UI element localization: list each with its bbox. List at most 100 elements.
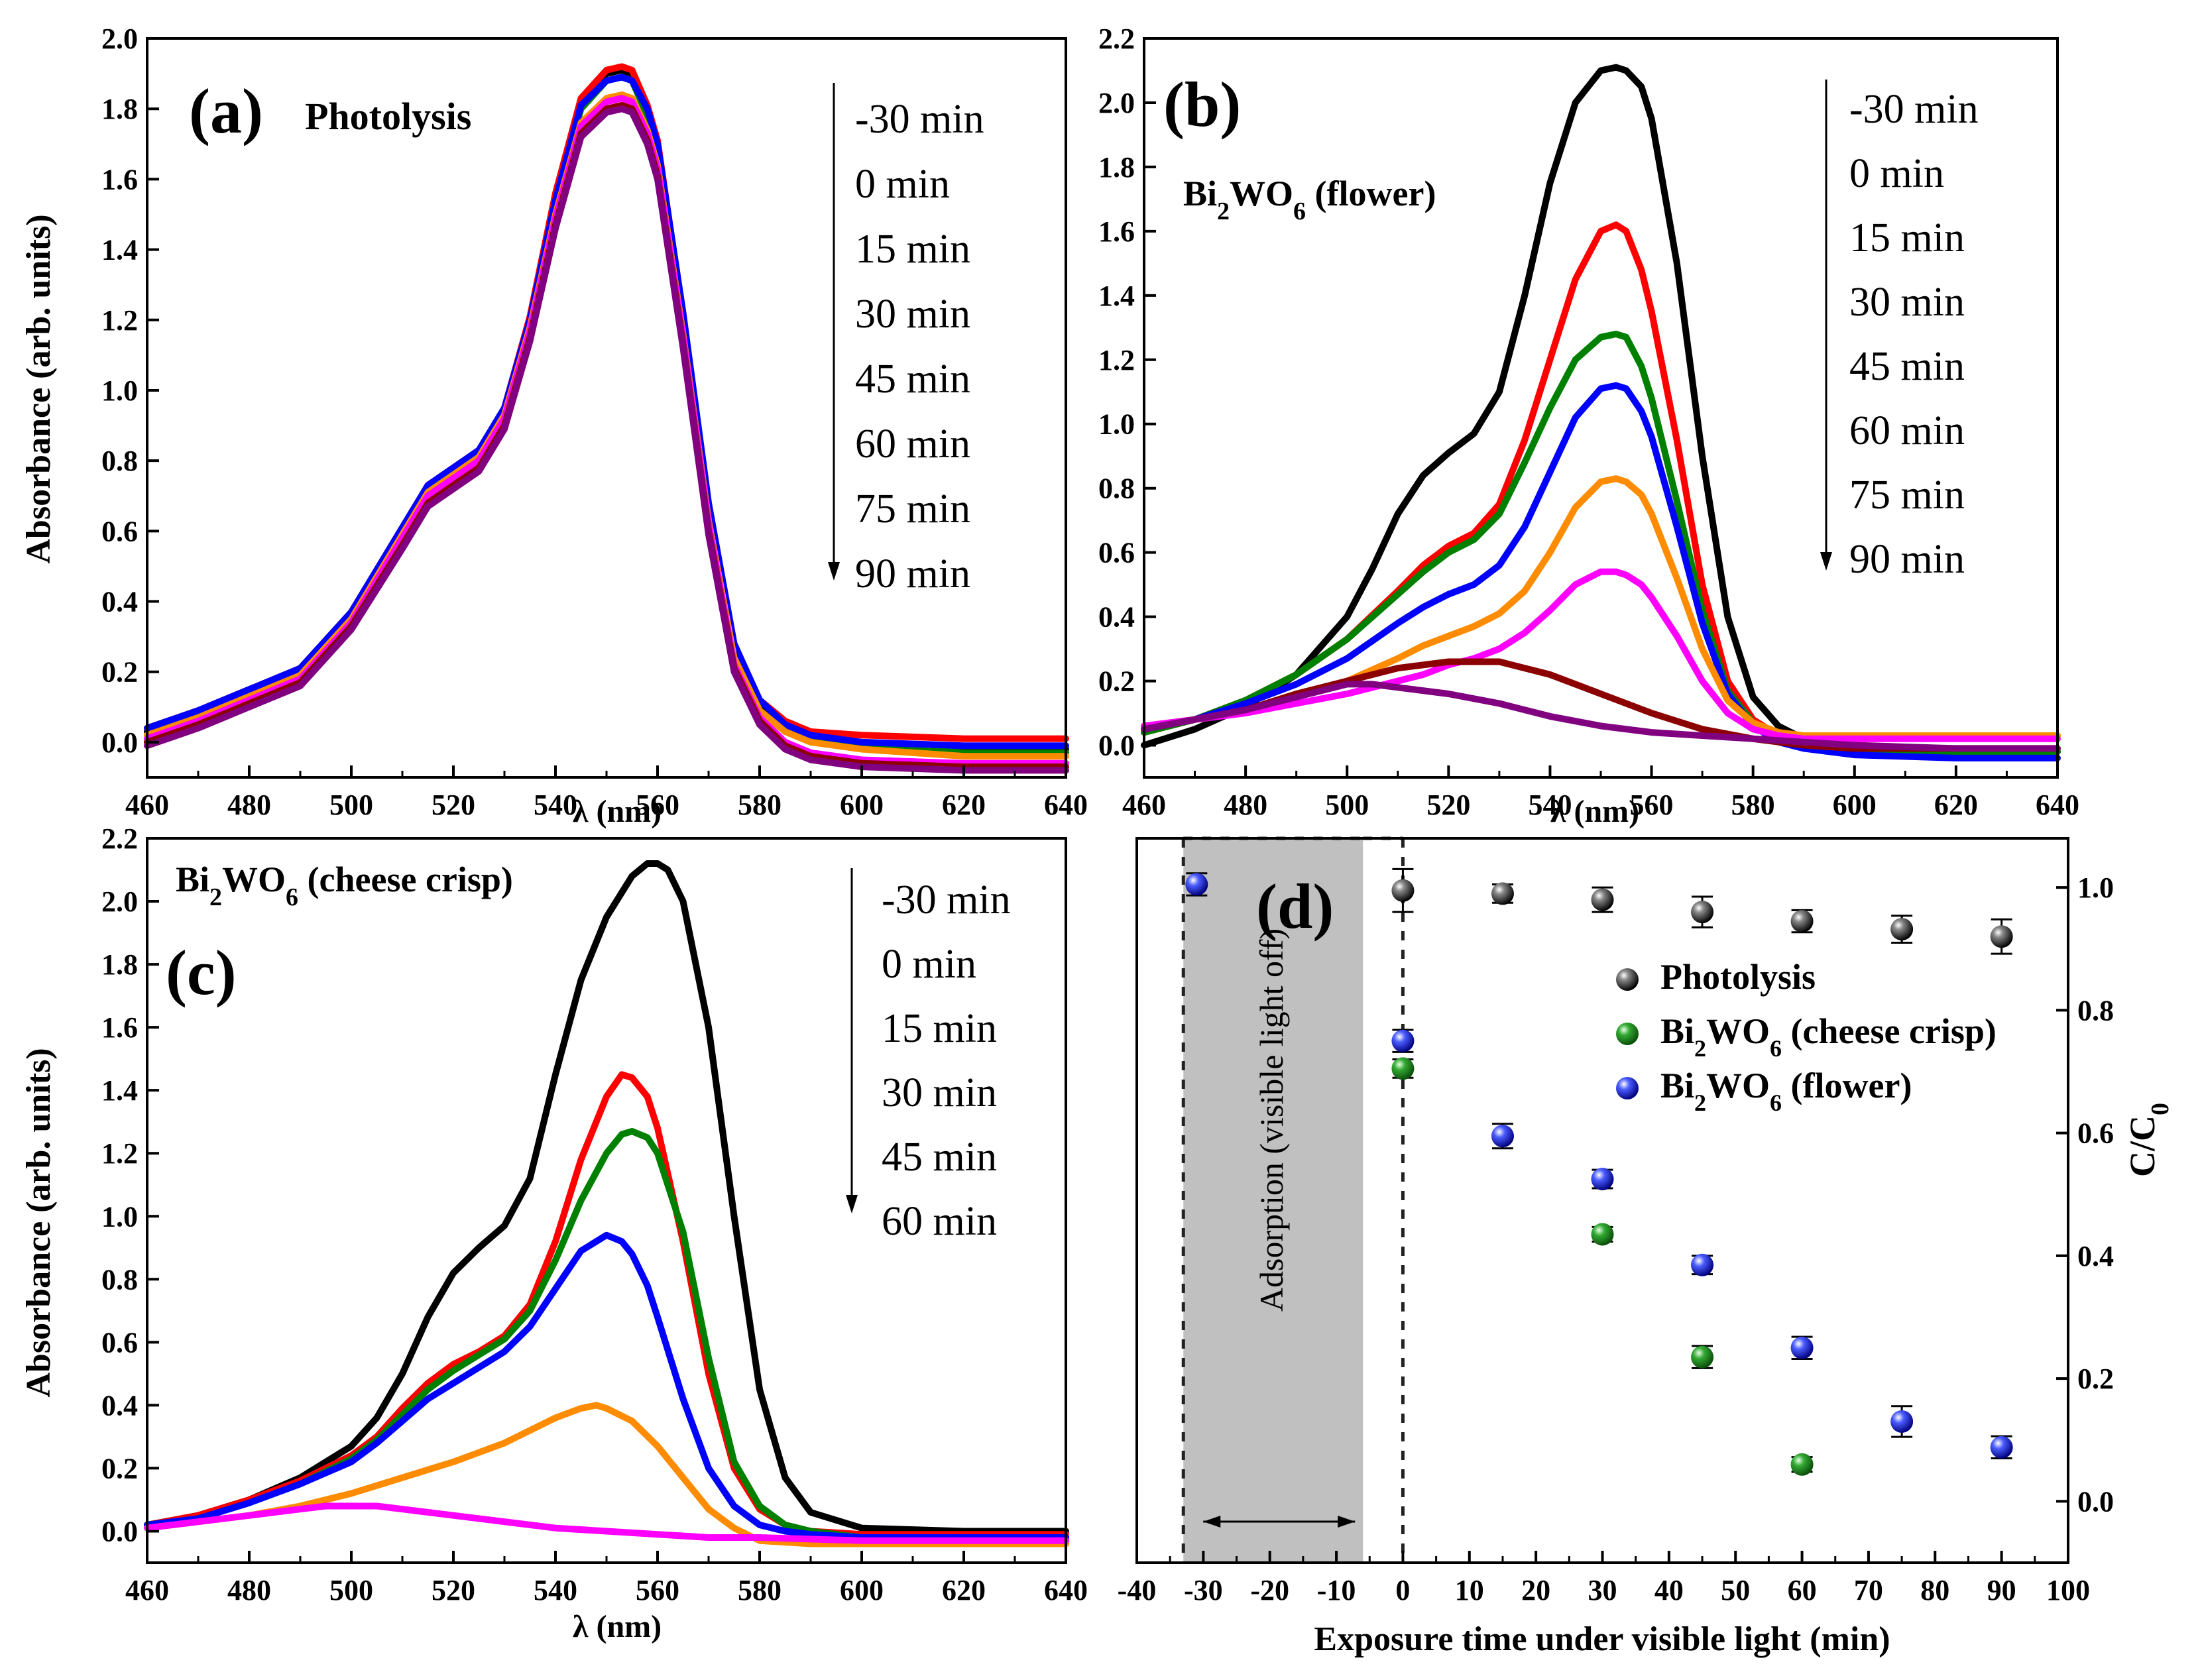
- legend-item: 30 min: [1849, 280, 1965, 325]
- y-tick-label: 1.0: [1098, 408, 1135, 441]
- legend-item: Bi2WO6 (cheese crisp): [1660, 1011, 1997, 1062]
- data-point: [1691, 901, 1714, 924]
- legend-item: 45 min: [855, 357, 970, 402]
- x-tick-label: 460: [1122, 789, 1166, 821]
- x-tick-label: 70: [1854, 1574, 1883, 1606]
- legend-item: -30 min: [855, 97, 984, 142]
- panel-a-legend: -30 min 0 min 15 min 30 min 45 min 60 min 75 m…: [828, 83, 984, 596]
- panel-a-lines: [144, 63, 1069, 774]
- legend-item: -30 min: [1849, 87, 1979, 132]
- panel-d: -40 -30 -20 -10 0 10 20 30 40 50 60 70 80 90 100 0.0 0.2…: [1118, 836, 2174, 1658]
- x-tick-label: 580: [1731, 789, 1775, 821]
- x-tick-label: 600: [1833, 789, 1877, 821]
- legend-item: Bi2WO6 (flower): [1660, 1066, 1912, 1116]
- panel-d-adsorption-region: [1181, 836, 1405, 1563]
- y-tick-label: 1.4: [101, 1074, 138, 1107]
- x-tick-label: 520: [432, 789, 475, 821]
- x-tick-label: 560: [1630, 789, 1674, 821]
- series-line: [144, 1231, 1069, 1541]
- y-tick-label: 1.4: [101, 234, 138, 266]
- panel-a-label: (a): [189, 76, 263, 146]
- legend-item: 60 min: [882, 1199, 997, 1244]
- legend-marker: [1616, 968, 1639, 991]
- series-line: [1141, 681, 2061, 752]
- series-line: [144, 1402, 1069, 1547]
- panel-a-plot-frame: [146, 37, 1067, 779]
- data-point: [1691, 1253, 1714, 1276]
- panel-b-legend: -30 min 0 min 15 min 30 min 45 min 60 min 75 m…: [1820, 80, 1979, 582]
- x-tick-label: 100: [2046, 1574, 2090, 1606]
- x-tick-label: 640: [1044, 789, 1088, 821]
- data-point: [1790, 910, 1814, 933]
- panel-d-legend: Photolysis Bi2WO6 (cheese crisp)Bi2WO6 (f…: [1616, 957, 1997, 1116]
- x-tick-label: 580: [738, 789, 782, 821]
- legend-marker: [1616, 1077, 1639, 1099]
- x-tick-label: 520: [432, 1574, 475, 1606]
- y-tick-label: 1.2: [101, 1137, 138, 1170]
- legend-item: 15 min: [855, 227, 970, 272]
- data-point: [1790, 1336, 1814, 1359]
- x-tick-label: 480: [227, 789, 271, 821]
- data-point: [1591, 1223, 1614, 1246]
- panel-a-axes: 460 480 500 520 540 560 580 600 620 640 0.0 0.2 0.4 0…: [101, 23, 1088, 821]
- shade-span-arrow-right: [1338, 1516, 1356, 1528]
- panel-d-y-axis-label: C/C0: [2122, 1103, 2174, 1177]
- x-tick-label: 50: [1721, 1574, 1750, 1606]
- panel-b-axes: 460 480 500 520 540 560 580 600 620 640 0.0 0.2 0.4 0…: [1098, 23, 2079, 821]
- x-tick-label: 640: [1044, 1574, 1088, 1606]
- legend-item: 0 min: [1849, 151, 1944, 196]
- panel-c-label: (c): [166, 937, 237, 1008]
- y-tick-label: 0.6: [101, 1326, 138, 1359]
- panel-c-lines: [144, 860, 1069, 1547]
- y-tick-label: 0.2: [101, 1452, 138, 1484]
- legend-item: 45 min: [882, 1135, 997, 1180]
- x-tick-label: 580: [738, 1574, 782, 1606]
- legend-item: 0 min: [855, 162, 950, 207]
- panel-d-axes: -40 -30 -20 -10 0 10 20 30 40 50 60 70 80 90 100 0.0 0.2…: [1118, 871, 2114, 1606]
- x-tick-label: 30: [1588, 1574, 1617, 1606]
- legend-item: 75 min: [855, 486, 970, 532]
- legend-item: 0 min: [882, 942, 976, 987]
- panel-b-title: Bi2WO6 (flower): [1183, 174, 1436, 225]
- y-tick-label: 0.4: [101, 586, 138, 618]
- adsorption-shade: [1183, 838, 1363, 1563]
- data-point: [1591, 1168, 1614, 1191]
- y-tick-label: 1.0: [2077, 871, 2114, 904]
- x-tick-label: 480: [1224, 789, 1267, 821]
- x-tick-label: 560: [636, 1574, 679, 1606]
- panel-c-legend: -30 min 0 min 15 min 30 min 45 min 60 min: [846, 868, 1011, 1244]
- x-tick-label: 600: [840, 1574, 884, 1606]
- panel-d-x-axis-label: Exposure time under visible light (min): [1314, 1620, 1890, 1658]
- y-tick-label: 2.0: [101, 885, 138, 918]
- series-line: [144, 105, 1069, 774]
- y-tick-label: 1.8: [101, 948, 138, 981]
- panel-c-title: Bi2WO6 (cheese crisp): [176, 860, 513, 911]
- series-line: [144, 1502, 1069, 1544]
- data-point: [1391, 1057, 1415, 1080]
- x-tick-label: 560: [636, 789, 679, 821]
- legend-item: 15 min: [1849, 215, 1965, 260]
- series-line: [144, 1128, 1069, 1541]
- legend-item: Photolysis: [1660, 957, 1816, 997]
- legend-item: -30 min: [882, 877, 1011, 923]
- x-tick-label: -20: [1250, 1574, 1289, 1606]
- series-line: [144, 860, 1069, 1535]
- y-tick-label: 0.0: [1098, 730, 1135, 762]
- y-tick-label: 0.0: [101, 1515, 138, 1547]
- x-tick-label: 540: [534, 789, 577, 821]
- series-line: [1141, 568, 2061, 742]
- data-point: [1391, 1029, 1415, 1052]
- data-point: [1185, 873, 1208, 896]
- data-point: [1990, 1435, 2013, 1459]
- y-tick-label: 1.2: [101, 304, 138, 337]
- x-tick-label: 500: [1325, 789, 1369, 821]
- x-tick-label: 620: [942, 789, 986, 821]
- data-point: [1491, 882, 1514, 905]
- panel-d-shade-label: Adsorption (visible light off): [1253, 928, 1290, 1312]
- data-point: [1890, 918, 1914, 941]
- y-tick-label: 0.4: [101, 1389, 138, 1422]
- y-tick-label: 0.6: [101, 515, 138, 547]
- x-tick-label: 640: [2036, 789, 2079, 821]
- data-point: [1491, 1125, 1514, 1148]
